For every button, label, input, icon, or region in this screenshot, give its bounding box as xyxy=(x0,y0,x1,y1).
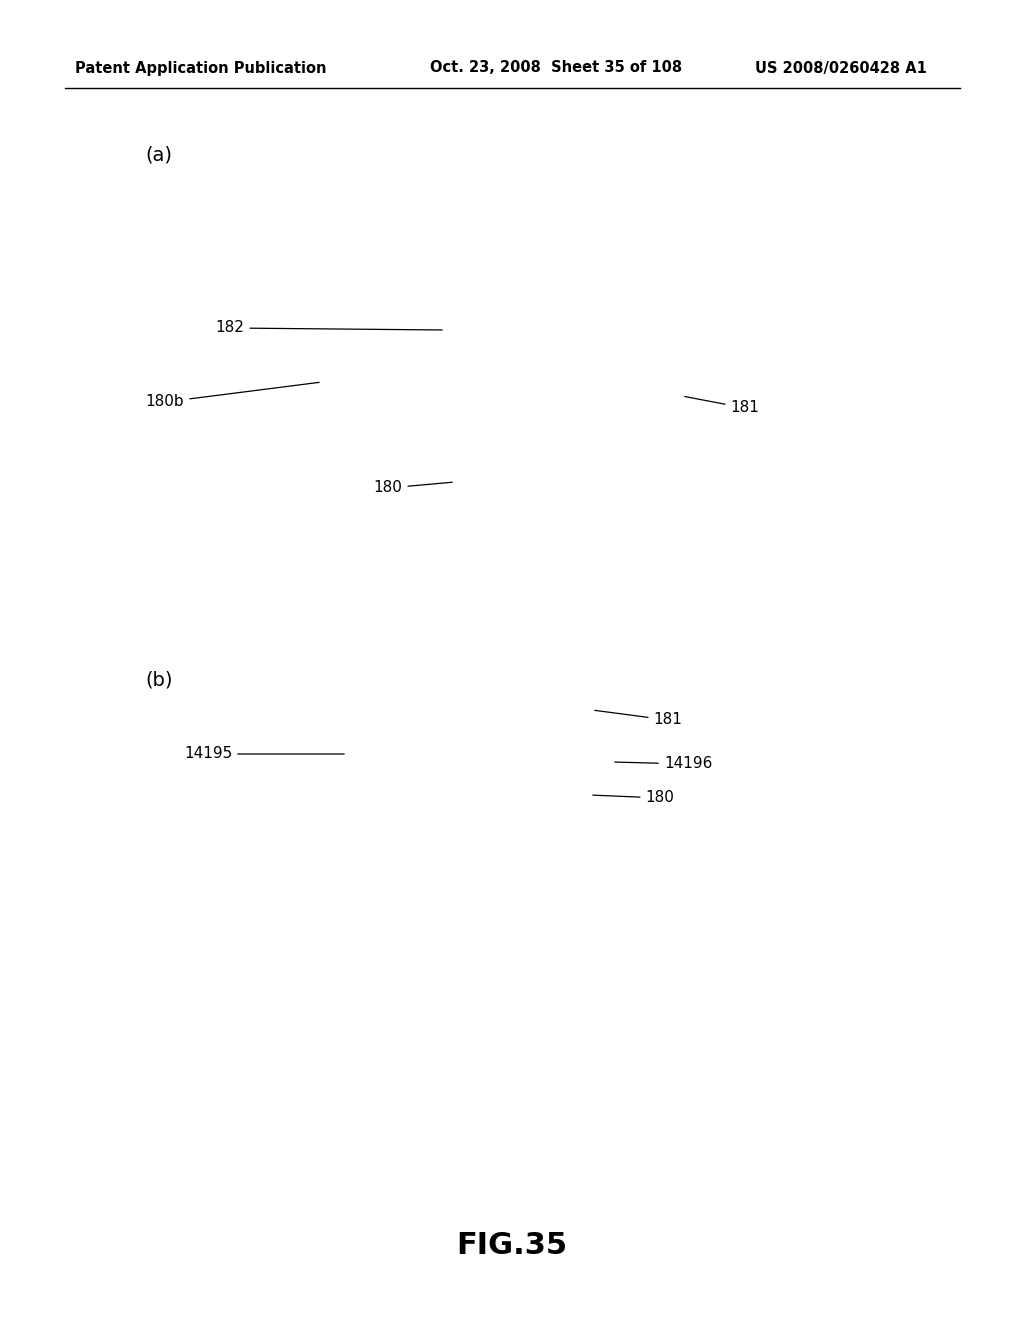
Text: US 2008/0260428 A1: US 2008/0260428 A1 xyxy=(755,61,927,75)
Text: Oct. 23, 2008  Sheet 35 of 108: Oct. 23, 2008 Sheet 35 of 108 xyxy=(430,61,682,75)
Text: 14196: 14196 xyxy=(614,756,712,771)
Text: FIG.35: FIG.35 xyxy=(457,1230,567,1259)
Text: 14195: 14195 xyxy=(184,747,344,762)
Text: 180: 180 xyxy=(593,791,675,805)
Text: 182: 182 xyxy=(216,321,442,335)
Text: Patent Application Publication: Patent Application Publication xyxy=(75,61,327,75)
Text: (a): (a) xyxy=(145,145,172,165)
Text: 180: 180 xyxy=(374,480,453,495)
Text: 181: 181 xyxy=(685,396,760,416)
Text: (b): (b) xyxy=(145,671,172,689)
Text: 180b: 180b xyxy=(145,383,319,409)
Text: 181: 181 xyxy=(595,710,682,727)
